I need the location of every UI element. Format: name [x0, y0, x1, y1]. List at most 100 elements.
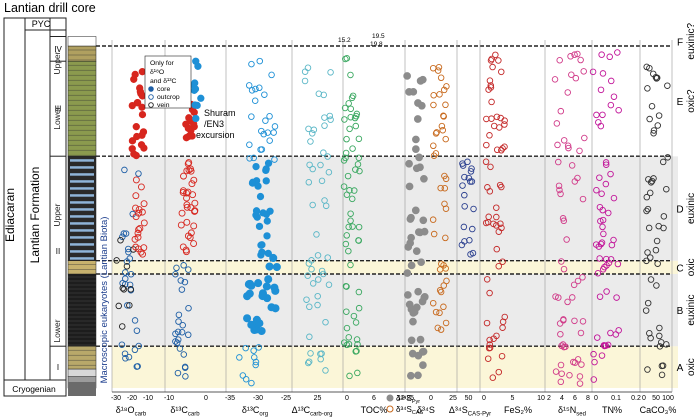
- cas-point: [437, 74, 445, 82]
- d13c-point: [183, 218, 191, 226]
- d15n-point: [574, 50, 581, 58]
- pyr-point: [416, 335, 425, 344]
- redox-label: euxinic?: [686, 22, 697, 59]
- axis-tick-label: 2: [547, 395, 551, 402]
- axis-label: TN%: [602, 405, 622, 415]
- d13corg-upper-point: [263, 217, 271, 225]
- d13corg-point: [243, 292, 252, 301]
- d18o-point: [121, 269, 129, 276]
- d18o-point: [125, 353, 133, 361]
- dcarb-point: [308, 265, 315, 273]
- toc-point: [352, 319, 360, 326]
- toc-point: [343, 308, 350, 315]
- pyr-point: [411, 206, 420, 215]
- cryogenian-block: [68, 382, 96, 396]
- lith-lamina: [70, 201, 94, 204]
- tn-point: [613, 294, 620, 301]
- d13corg-upper-point: [249, 178, 257, 186]
- cas-point: [432, 308, 440, 316]
- d13c-core-point: [194, 62, 202, 70]
- tn-point: [610, 93, 618, 100]
- cas-point: [433, 129, 440, 136]
- d13c-point: [177, 221, 185, 229]
- d13c-blue-point: [175, 311, 183, 319]
- d15n-point: [564, 89, 571, 96]
- caco3-point: [647, 254, 654, 261]
- d13corg-upper-point: [254, 182, 262, 190]
- fes2-point: [493, 245, 501, 253]
- d13c-blue-point: [181, 278, 189, 286]
- d13c-blue-point: [172, 330, 179, 338]
- tn-point: [607, 256, 615, 263]
- pyr-point: [414, 228, 423, 236]
- d15n-point: [567, 53, 574, 60]
- d18o-point: [121, 350, 129, 357]
- cas-point: [434, 67, 442, 74]
- pyr-point: [414, 371, 422, 380]
- dcarb-point: [327, 116, 334, 123]
- axis-tick-label: 100: [662, 395, 674, 402]
- d13corg-low-point: [239, 372, 247, 379]
- d13corg-point: [269, 253, 278, 263]
- d13corg-upper-point: [253, 213, 261, 221]
- axis-tick-label: 8: [586, 395, 590, 402]
- lith-lamina: [70, 236, 94, 239]
- toc-point: [355, 288, 363, 296]
- caco3-point: [660, 213, 668, 220]
- d13c-filled-point: [185, 114, 193, 122]
- era-label: Ediacaran: [3, 188, 17, 242]
- tn-point: [603, 262, 610, 269]
- dcarb-point: [309, 201, 316, 209]
- d13corg-upper-point: [255, 222, 264, 231]
- strat-frame: [3, 17, 67, 397]
- pyr-point: [419, 216, 428, 225]
- caco3-point: [644, 249, 651, 256]
- pyr-point: [412, 135, 420, 144]
- d13corg-upper-point: [258, 248, 266, 256]
- fes2-point: [497, 220, 504, 227]
- legend-title: Only for: [150, 60, 175, 67]
- caco3-point: [653, 74, 661, 82]
- caco3-point: [647, 334, 654, 342]
- d13corg-upper-point: [262, 165, 270, 173]
- tn-point: [593, 334, 601, 341]
- cas-point: [437, 326, 445, 333]
- d13c-core-point: [191, 79, 199, 87]
- dcarb-point: [305, 260, 313, 267]
- d13c-point: [190, 240, 198, 248]
- lith-lamina: [70, 243, 94, 246]
- pyc-label: PYC: [32, 19, 51, 29]
- cas-point: [430, 101, 437, 109]
- toc-point: [349, 145, 356, 152]
- toc-point: [343, 135, 350, 143]
- fes2-point: [486, 344, 494, 352]
- d18o-red-point: [130, 75, 138, 83]
- toc-point: [345, 334, 353, 341]
- d13corg-upper-point: [262, 177, 270, 185]
- cas-legend-label: δ³⁴SCAS: [396, 405, 424, 416]
- d13corg-low-point: [248, 379, 255, 387]
- d13c-point: [191, 207, 199, 215]
- d15n-point: [576, 380, 584, 387]
- band-letter: B: [677, 306, 684, 317]
- axis-label: Δ³⁴SCAS-Pyr: [449, 405, 491, 418]
- d15n-point: [552, 368, 560, 375]
- d18o-red2-point: [132, 204, 139, 212]
- d13corg-point: [254, 279, 263, 288]
- tn-point: [593, 111, 600, 119]
- d13c-point: [189, 191, 197, 199]
- caco3-point: [647, 179, 655, 186]
- tn-point: [608, 241, 616, 249]
- axis-label-sub: carb-org: [310, 412, 332, 418]
- dcarb-point: [304, 272, 311, 279]
- caco3-point: [655, 112, 663, 119]
- fes2-point: [483, 319, 491, 327]
- d13c-core-point: [191, 85, 200, 93]
- d13corg-point: [243, 314, 252, 323]
- toc-point: [347, 261, 354, 269]
- fes2-point: [499, 258, 506, 265]
- fes2-point: [493, 113, 501, 121]
- d15n-point: [570, 281, 578, 289]
- pyr-point: [410, 308, 419, 316]
